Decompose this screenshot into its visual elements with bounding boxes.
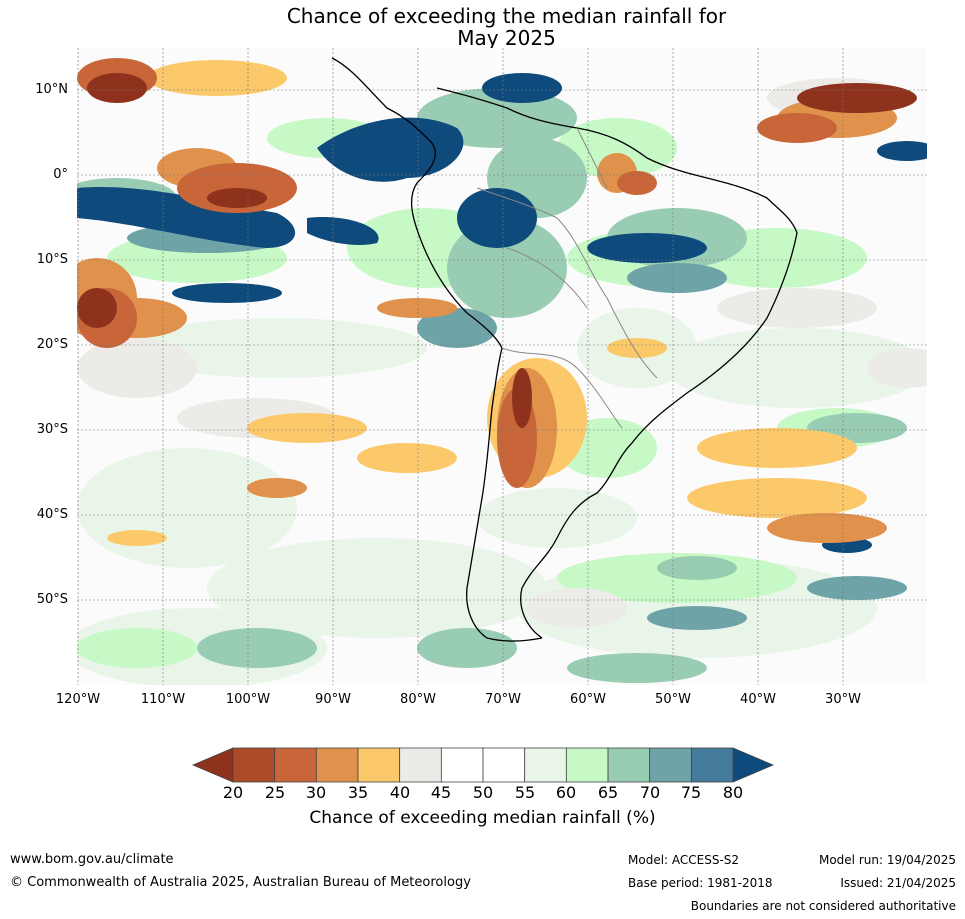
country-borders <box>476 127 658 429</box>
lon-label: 70°W <box>485 692 521 707</box>
colorbar-title: Chance of exceeding median rainfall (%) <box>309 808 656 828</box>
website-link[interactable]: www.bom.gov.au/climate <box>10 852 174 867</box>
colorbar-cell <box>357 747 401 783</box>
map-title-period: May 2025 <box>457 26 556 50</box>
lon-label: 50°W <box>655 692 691 707</box>
lon-label: 90°W <box>315 692 351 707</box>
colorbar-cell <box>399 747 442 783</box>
map-gridlines <box>77 48 927 685</box>
lat-label: 30°S <box>36 422 68 437</box>
colorbar-cell <box>440 747 484 783</box>
colorbar-tick-label: 55 <box>514 783 536 802</box>
colorbar-cell <box>690 747 734 783</box>
colorbar-cell <box>524 747 567 783</box>
colorbar-tick-label: 80 <box>722 783 744 802</box>
colorbar-tick-label: 65 <box>597 783 619 802</box>
map-canvas <box>77 48 927 685</box>
issued-date: Issued: 21/04/2025 <box>840 876 956 890</box>
colorbar-cell <box>274 747 317 783</box>
colorbar-cell <box>565 747 609 783</box>
colorbar-cell <box>232 747 276 783</box>
coastline <box>331 57 798 642</box>
boundary-disclaimer: Boundaries are not considered authoritat… <box>690 899 956 913</box>
copyright-text: © Commonwealth of Australia 2025, Austra… <box>10 875 471 890</box>
colorbar-cell <box>482 747 526 783</box>
colorbar-tick-label: 60 <box>555 783 577 802</box>
lon-label: 30°W <box>825 692 861 707</box>
lon-label: 100°W <box>225 692 271 707</box>
rainfall-anomaly-fields <box>77 58 927 685</box>
lat-label: 10°N <box>35 82 68 97</box>
rainfall-probability-map <box>77 48 927 685</box>
colorbar-cell <box>315 747 359 783</box>
colorbar-tick-label: 20 <box>222 783 244 802</box>
lon-label: 60°W <box>570 692 606 707</box>
lon-label: 40°W <box>740 692 776 707</box>
colorbar-tick-label: 40 <box>389 783 411 802</box>
lat-label: 10°S <box>36 252 68 267</box>
base-period: Base period: 1981-2018 <box>628 876 773 890</box>
colorbar <box>191 747 775 783</box>
lat-label: 0° <box>53 167 68 182</box>
lon-label: 110°W <box>140 692 186 707</box>
colorbar-tick-label: 75 <box>680 783 702 802</box>
model-name: Model: ACCESS-S2 <box>628 853 740 867</box>
lat-label: 50°S <box>36 592 68 607</box>
colorbar-extend-high <box>732 747 775 783</box>
lat-label: 40°S <box>36 507 68 522</box>
model-run-date: Model run: 19/04/2025 <box>818 853 956 867</box>
lon-label: 120°W <box>55 692 101 707</box>
map-title: Chance of exceeding the median rainfall … <box>286 4 727 28</box>
colorbar-tick-label: 70 <box>639 783 661 802</box>
colorbar-tick-label: 25 <box>264 783 286 802</box>
colorbar-extend-low <box>191 747 234 783</box>
colorbar-tick-label: 45 <box>430 783 452 802</box>
colorbar-cell <box>607 747 651 783</box>
colorbar-cell <box>649 747 692 783</box>
colorbar-tick-label: 35 <box>347 783 369 802</box>
lon-label: 80°W <box>400 692 436 707</box>
colorbar-tick-label: 50 <box>472 783 494 802</box>
colorbar-tick-label: 30 <box>305 783 327 802</box>
lat-label: 20°S <box>36 337 68 352</box>
